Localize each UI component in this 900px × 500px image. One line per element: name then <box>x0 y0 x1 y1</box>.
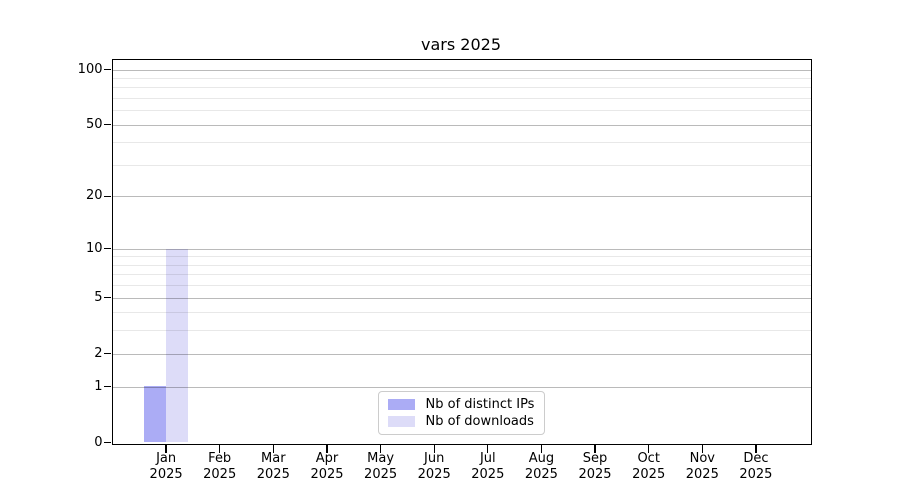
y-tick-mark <box>103 124 111 126</box>
y-tick-mark <box>103 441 111 444</box>
x-tick-label: Jan 2025 <box>149 450 183 483</box>
minor-gridline <box>112 164 811 166</box>
x-tick-mark <box>701 445 703 453</box>
x-tick-mark <box>487 445 489 453</box>
y-tick-label: 1 <box>94 378 103 394</box>
plot-area: 0 1 2 5 10 20 50 100 Jan 2025 Feb 2025 Mar 2025 Apr… <box>78 58 812 482</box>
minor-gridline <box>112 142 811 144</box>
x-tick-mark <box>219 445 221 453</box>
major-gridline <box>112 386 811 388</box>
major-gridline <box>112 353 811 355</box>
x-tick-label: Aug 2025 <box>524 450 558 483</box>
chart-title: vars 2025 <box>421 35 501 54</box>
x-tick-label: Apr 2025 <box>310 450 344 483</box>
x-tick-mark <box>755 445 757 453</box>
minor-gridline <box>112 110 811 112</box>
bar-nb-of-distinct-ips <box>144 386 167 443</box>
legend: Nb of distinct IPs Nb of downloads <box>377 390 545 435</box>
x-tick-mark <box>165 445 167 453</box>
y-tick-label: 10 <box>85 240 103 256</box>
x-tick-label: May 2025 <box>364 450 398 483</box>
y-tick-mark <box>103 353 111 355</box>
x-tick-mark <box>594 445 596 453</box>
x-tick-label: Sep 2025 <box>578 450 612 483</box>
major-gridline <box>112 196 811 198</box>
x-tick-label: Oct 2025 <box>632 450 666 483</box>
x-tick-label: Dec 2025 <box>739 450 773 483</box>
minor-gridline <box>112 274 811 276</box>
y-tick-mark <box>103 248 111 250</box>
legend-swatch-distinct-ips <box>387 398 415 410</box>
minor-gridline <box>112 256 811 258</box>
y-tick-mark <box>103 297 111 299</box>
y-tick-label: 5 <box>94 289 103 305</box>
minor-gridline <box>112 330 811 332</box>
y-tick-label: 2 <box>94 345 103 361</box>
x-tick-label: Feb 2025 <box>203 450 237 483</box>
y-tick-label: 100 <box>77 61 103 77</box>
legend-swatch-downloads <box>387 415 415 427</box>
minor-gridline <box>112 285 811 287</box>
minor-gridline <box>112 77 811 79</box>
y-tick-label: 0 <box>94 434 103 450</box>
x-tick-mark <box>540 445 543 453</box>
bar-nb-of-downloads <box>166 248 189 443</box>
legend-label-distinct-ips: Nb of distinct IPs <box>425 396 535 412</box>
x-tick-label: Mar 2025 <box>256 450 290 483</box>
major-gridline <box>112 69 811 71</box>
minor-gridline <box>112 97 811 99</box>
x-tick-mark <box>272 445 274 453</box>
x-tick-mark <box>433 445 435 453</box>
legend-label-downloads: Nb of downloads <box>425 413 534 429</box>
x-tick-mark <box>326 445 328 453</box>
x-tick-mark <box>379 445 382 453</box>
minor-gridline <box>112 312 811 314</box>
minor-gridline <box>112 264 811 266</box>
x-tick-label: Jul 2025 <box>471 450 505 483</box>
minor-gridline <box>112 87 811 89</box>
y-tick-label: 50 <box>85 116 103 132</box>
y-tick-mark <box>103 385 111 388</box>
y-tick-label: 20 <box>85 188 103 204</box>
y-tick-mark <box>103 195 111 198</box>
x-tick-label: Jun 2025 <box>417 450 451 483</box>
major-gridline <box>112 297 811 299</box>
legend-item-downloads: Nb of downloads <box>387 413 535 430</box>
x-tick-label: Nov 2025 <box>685 450 719 483</box>
legend-item-distinct-ips: Nb of distinct IPs <box>387 396 535 413</box>
major-gridline <box>112 248 811 250</box>
x-tick-mark <box>648 445 650 453</box>
y-tick-mark <box>103 68 111 71</box>
major-gridline <box>112 124 811 126</box>
